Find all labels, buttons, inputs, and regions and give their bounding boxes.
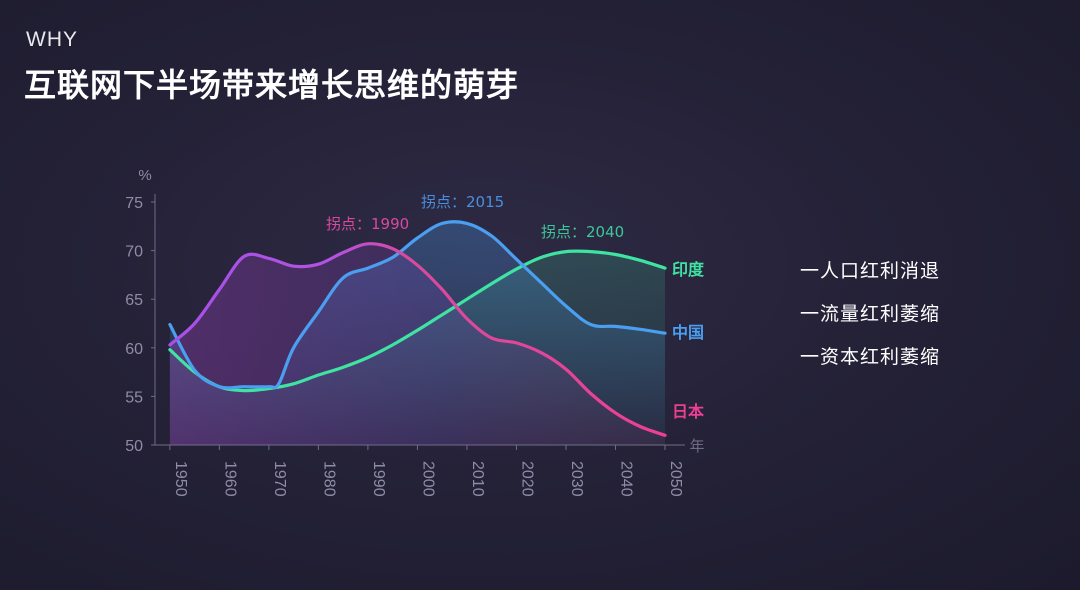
y-tick-label: 75 xyxy=(125,195,143,212)
series-line-日本 xyxy=(168,242,667,437)
bullet-list: 一人口红利消退 一流量红利萎缩 一资本红利萎缩 xyxy=(800,256,940,385)
turning-point-annotation: 拐点：1990 xyxy=(326,215,409,233)
y-axis-label: % xyxy=(138,167,151,184)
y-tick-label: 60 xyxy=(125,341,143,358)
y-tick-label: 50 xyxy=(125,438,143,455)
series-label: 印度 xyxy=(672,260,705,279)
x-tick-label: 1990 xyxy=(370,461,387,497)
y-tick-label: 70 xyxy=(125,244,143,261)
turning-point-annotation: 拐点：2040 xyxy=(541,223,624,241)
x-axis-label: 年 xyxy=(689,437,704,455)
series-area-日本 xyxy=(169,243,665,445)
x-tick-label: 1970 xyxy=(271,461,288,497)
turning-point-annotation: 拐点：2015 xyxy=(421,193,504,211)
x-tick-label: 2020 xyxy=(518,461,535,497)
bullet-item: 一人口红利消退 xyxy=(800,260,941,282)
kicker-label: WHY xyxy=(26,28,78,51)
bullet-item: 一流量红利萎缩 xyxy=(800,303,941,325)
x-tick-label: 1980 xyxy=(320,461,337,497)
series-line-印度 xyxy=(168,249,667,393)
y-tick-label: 55 xyxy=(125,389,143,406)
bullet-item: 一资本红利萎缩 xyxy=(800,346,941,368)
x-tick-label: 2050 xyxy=(667,461,684,497)
y-tick-label: 65 xyxy=(125,292,143,309)
x-tick-label: 2030 xyxy=(568,461,585,497)
x-tick-label: 1950 xyxy=(172,461,189,497)
page-title: 互联网下半场带来增长思维的萌芽 xyxy=(24,66,520,104)
x-tick-label: 2040 xyxy=(617,461,634,497)
x-tick-label: 2000 xyxy=(419,461,436,497)
series-label: 中国 xyxy=(672,323,704,342)
series-label: 日本 xyxy=(672,402,704,421)
x-tick-label: 1960 xyxy=(221,461,238,497)
series-line-中国 xyxy=(168,220,667,390)
x-tick-label: 2010 xyxy=(469,461,486,497)
